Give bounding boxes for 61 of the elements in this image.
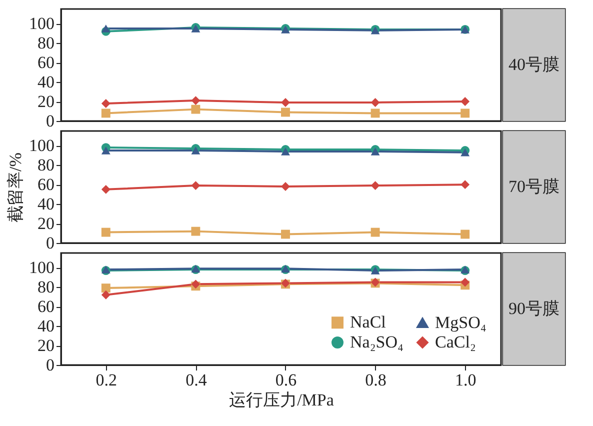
x-tick-label: 0.4	[186, 370, 208, 390]
legend-label: Na₂SO₄	[350, 332, 404, 352]
point	[460, 278, 470, 287]
point	[191, 226, 200, 236]
point	[281, 230, 290, 239]
point	[460, 108, 470, 118]
text: 40号膜	[508, 55, 560, 74]
point	[281, 148, 290, 156]
point	[460, 230, 470, 239]
y-tick-label: 100	[29, 136, 54, 156]
point	[281, 182, 290, 191]
y-tick-label: 40	[38, 72, 54, 92]
point	[101, 146, 110, 154]
text: 70号膜	[508, 177, 560, 196]
y-tick-label: 60	[38, 53, 54, 72]
point	[191, 104, 200, 114]
point	[370, 108, 380, 118]
y-tick-label: 0	[46, 356, 54, 374]
y-tick-label: 60	[38, 175, 54, 194]
point	[101, 228, 110, 237]
y-tick-label: 40	[38, 316, 54, 336]
y-tick-label: 100	[29, 258, 54, 278]
point	[191, 96, 200, 106]
y-tick-label: 80	[38, 156, 54, 175]
x-tick-label: 0.6	[275, 370, 297, 390]
y-axis-title: 截留率/%	[6, 152, 25, 222]
legend-label: MgSO₄	[435, 312, 486, 332]
x-tick-label: 0.8	[365, 370, 386, 390]
y-tick-label: 20	[38, 92, 54, 112]
text: 90号膜	[508, 299, 560, 318]
point	[370, 228, 380, 237]
y-tick-label: 20	[38, 214, 54, 234]
legend-label: NaCl	[350, 312, 386, 332]
y-tick-label: 60	[38, 297, 54, 316]
y-tick-label: 40	[38, 194, 54, 214]
point	[370, 148, 380, 156]
y-tick-label: 20	[38, 336, 54, 356]
x-tick-label: 0.2	[96, 370, 118, 390]
point	[101, 290, 110, 300]
y-tick-label: 0	[46, 112, 54, 130]
y-tick-label: 80	[38, 34, 54, 53]
point	[101, 99, 110, 108]
x-tick-label: 1.0	[454, 370, 476, 390]
point	[370, 181, 380, 190]
point	[101, 284, 110, 293]
legend-label: CaCl₂	[435, 332, 476, 352]
point	[281, 108, 290, 117]
point	[460, 148, 470, 156]
point	[460, 180, 470, 190]
point	[101, 108, 110, 118]
point	[370, 98, 380, 107]
point	[460, 97, 470, 106]
y-tick-label: 80	[38, 278, 54, 297]
y-tick-label: 100	[29, 14, 54, 34]
point	[191, 181, 200, 190]
point	[281, 98, 290, 107]
point	[191, 146, 200, 154]
x-axis-title: 运行压力/MPa	[229, 390, 334, 410]
point	[101, 184, 110, 194]
point	[101, 24, 110, 32]
y-tick-label: 0	[46, 234, 54, 252]
